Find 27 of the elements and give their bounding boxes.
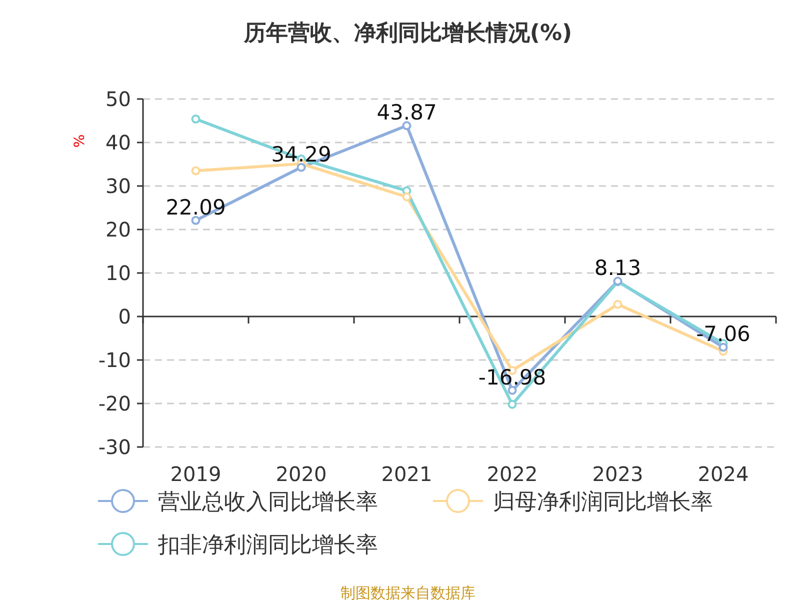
y-tick-label: 0 xyxy=(118,304,131,328)
data-label: 8.13 xyxy=(594,256,642,280)
y-tick-label: -20 xyxy=(98,392,131,416)
x-tick-label: 2021 xyxy=(381,462,432,486)
data-label: 43.87 xyxy=(376,100,437,125)
chart-title: 历年营收、净利同比增长情况(%) xyxy=(242,21,572,46)
y-tick-label: -30 xyxy=(98,435,131,459)
data-label: -7.06 xyxy=(696,322,750,346)
data-label: -16.98 xyxy=(478,365,546,390)
legend-label: 归母净利润同比增长率 xyxy=(493,490,713,515)
y-tick-label: 20 xyxy=(106,218,131,242)
y-tick-label: 10 xyxy=(106,261,131,285)
y-tick-label: 40 xyxy=(106,130,131,154)
x-tick-label: 2022 xyxy=(486,462,538,486)
x-tick-label: 2024 xyxy=(698,462,749,486)
data-label: 34.29 xyxy=(271,142,332,166)
x-tick-label: 2019 xyxy=(170,462,222,486)
y-axis-title: % xyxy=(72,134,88,148)
text: 制图数据来自数据库 xyxy=(340,584,476,600)
legend-label: 营业总收入同比增长率 xyxy=(158,490,378,515)
y-tick-label: -10 xyxy=(98,348,131,372)
x-tick-label: 2020 xyxy=(276,462,327,486)
legend-label: 扣非净利润同比增长率 xyxy=(157,533,378,558)
data-label: 22.09 xyxy=(166,195,226,220)
y-tick-label: 30 xyxy=(106,174,131,198)
y-tick-label: 50 xyxy=(106,87,131,111)
x-tick-label: 2023 xyxy=(592,462,644,486)
